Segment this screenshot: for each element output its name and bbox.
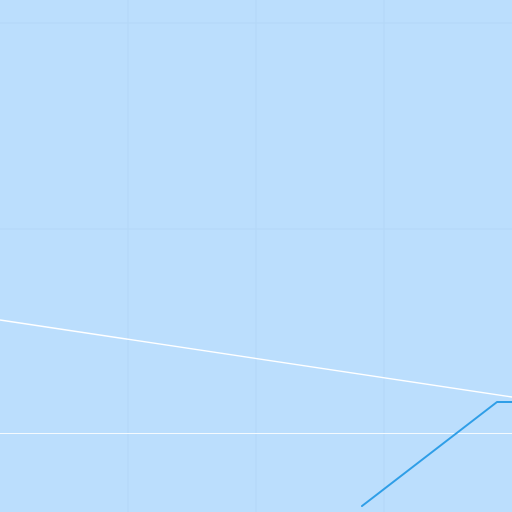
blue-route-line[interactable] — [361, 401, 512, 507]
maritime-boundary-line — [0, 319, 512, 398]
